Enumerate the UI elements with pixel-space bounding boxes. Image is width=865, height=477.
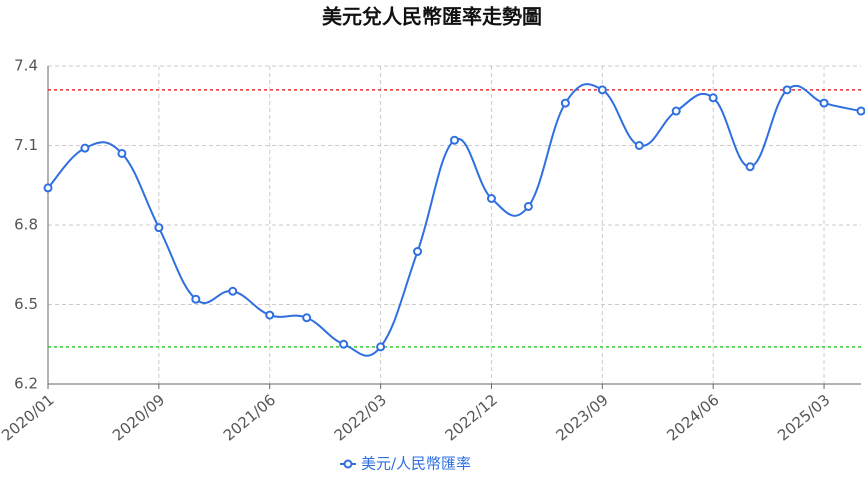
chart-title: 美元兌人民幣匯率走勢圖 xyxy=(322,5,542,29)
point xyxy=(339,339,349,349)
point xyxy=(43,183,53,193)
point xyxy=(154,223,164,233)
point xyxy=(486,194,496,203)
point xyxy=(634,141,644,150)
point xyxy=(671,106,681,116)
x-tick-label: 2022/03 xyxy=(331,391,390,445)
point xyxy=(819,98,829,108)
point xyxy=(782,85,792,95)
point xyxy=(228,286,238,296)
x-tick-label: 2025/03 xyxy=(774,391,833,445)
point xyxy=(856,106,865,116)
point xyxy=(745,162,755,172)
point xyxy=(597,85,607,95)
point xyxy=(265,310,275,320)
point xyxy=(191,294,201,304)
legend-marker xyxy=(343,459,353,469)
point xyxy=(302,313,312,323)
line xyxy=(47,83,862,357)
point xyxy=(80,143,90,153)
point xyxy=(413,247,423,256)
x-tick-label: 2020/01 xyxy=(0,391,57,445)
point xyxy=(117,148,127,158)
point xyxy=(708,93,718,103)
x-tick-label: 2020/09 xyxy=(109,391,168,445)
x-tick-label: 2024/06 xyxy=(663,391,722,445)
y-tick-label: 7.4 xyxy=(14,57,38,75)
y-tick-label: 6.8 xyxy=(14,216,38,234)
x-tick-label: 2022/12 xyxy=(442,391,501,445)
x-tick-label: 2023/09 xyxy=(552,391,611,445)
y-tick-label: 7.1 xyxy=(14,136,38,154)
point xyxy=(523,201,533,211)
point xyxy=(450,135,459,145)
point xyxy=(376,342,386,352)
legend-label: 美元/人民幣匯率 xyxy=(361,455,471,473)
y-tick-label: 6.5 xyxy=(14,295,38,313)
y-tick-label: 6.2 xyxy=(14,375,38,393)
x-tick-label: 2021/06 xyxy=(220,391,279,445)
point xyxy=(560,98,570,108)
